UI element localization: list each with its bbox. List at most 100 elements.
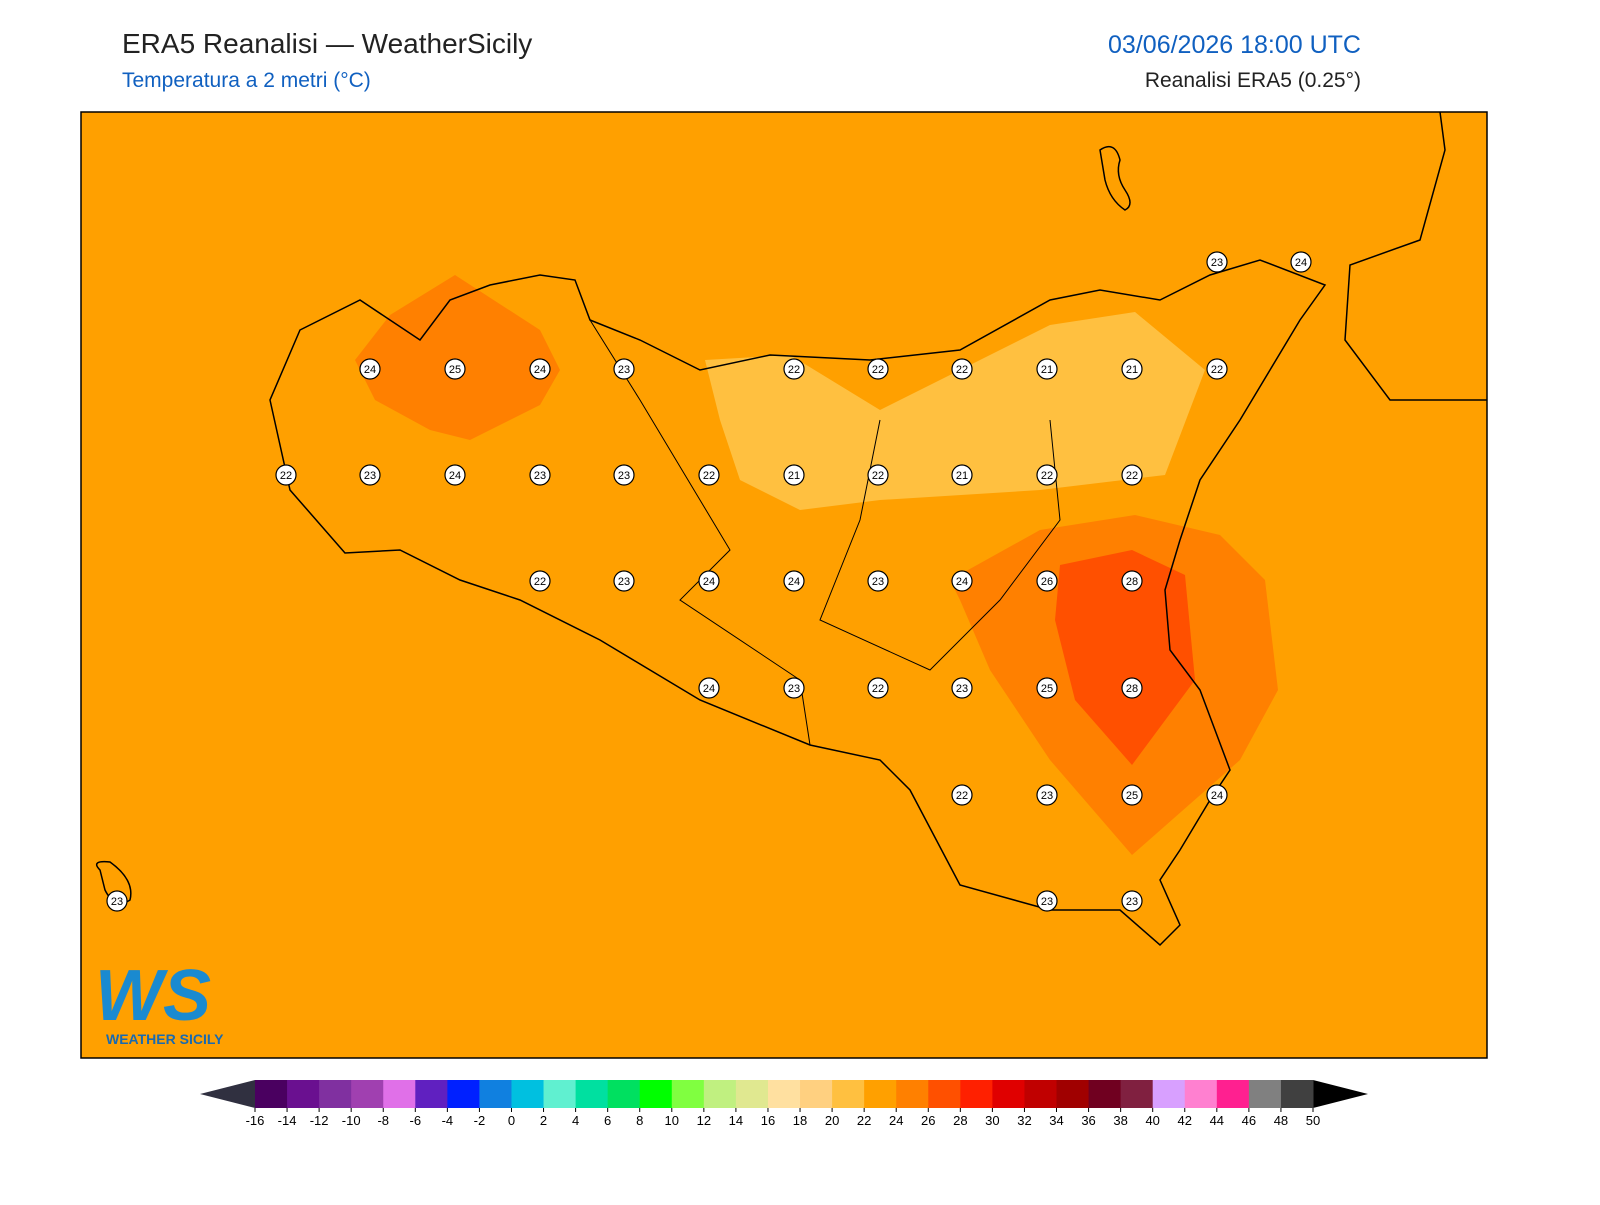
station-marker [1036, 677, 1058, 699]
colorbar-bin [575, 1080, 609, 1108]
station-value: 22 [788, 364, 800, 376]
station-marker [867, 677, 889, 699]
colorbar-tick-label: -10 [342, 1113, 361, 1128]
colorbar-tick-label: -14 [278, 1113, 297, 1128]
source: Reanalisi ERA5 (0.25°) [1145, 69, 1361, 92]
colorbar-bin [383, 1080, 416, 1108]
colorbar-tick-label: -2 [474, 1113, 486, 1128]
station-value: 23 [872, 576, 884, 588]
station-value: 23 [956, 683, 968, 695]
colorbar-tick-label: 24 [889, 1113, 903, 1128]
station-marker [359, 358, 381, 380]
station-value: 23 [534, 470, 546, 482]
station-marker [867, 570, 889, 592]
station-labels: 23 24 24 25 24 23 22 22 22 21 21 22 22 23 24 23 23 22 21 22… [106, 251, 1312, 912]
colorbar-bin [1152, 1080, 1186, 1108]
coastline [269, 259, 1327, 947]
station-value: 25 [449, 364, 461, 376]
colorbar-tick-label: 4 [572, 1113, 579, 1128]
colorbar-bin [1056, 1080, 1090, 1108]
station-value: 22 [872, 364, 884, 376]
colorbar-tick-label: -4 [442, 1113, 454, 1128]
station-value: 22 [280, 470, 292, 482]
colorbar-bin [896, 1080, 929, 1108]
station-marker [698, 677, 720, 699]
station-marker [613, 464, 635, 486]
colorbar-bin [607, 1080, 641, 1108]
colorbar-tick-label: 32 [1017, 1113, 1031, 1128]
colorbar-tick-label: -8 [377, 1113, 389, 1128]
colorbar-tick-label: 16 [761, 1113, 775, 1128]
station-marker [1206, 358, 1228, 380]
station-marker [613, 570, 635, 592]
station-value: 28 [1126, 683, 1138, 695]
colorbar-tick-label: 12 [697, 1113, 711, 1128]
map-frame [80, 111, 1488, 1059]
colorbar-bin [960, 1080, 993, 1108]
station-value: 23 [1126, 896, 1138, 908]
station-marker [1121, 464, 1143, 486]
island [1099, 145, 1131, 211]
colorbar-tick-label: 34 [1049, 1113, 1063, 1128]
colorbar-bin [767, 1080, 801, 1108]
station-value: 23 [364, 470, 376, 482]
colorbar-tick-label: 38 [1113, 1113, 1127, 1128]
station-marker [951, 464, 973, 486]
colorbar-bin [543, 1080, 577, 1108]
colorbar-tick-label: 42 [1178, 1113, 1192, 1128]
colorbar-tick-label: 26 [921, 1113, 935, 1128]
station-marker [613, 358, 635, 380]
station-marker [867, 358, 889, 380]
station-value: 22 [956, 790, 968, 802]
colorbar-bin [671, 1080, 705, 1108]
station-value: 24 [703, 683, 715, 695]
station-value: 22 [1126, 470, 1138, 482]
colorbar-bin [800, 1080, 833, 1108]
station-marker [275, 464, 297, 486]
colorbar-tick-label: 48 [1274, 1113, 1288, 1128]
station-value: 26 [1041, 576, 1053, 588]
station-marker [1121, 358, 1143, 380]
colorbar-tick-label: 28 [953, 1113, 967, 1128]
station-value: 22 [703, 470, 715, 482]
station-value: 24 [449, 470, 461, 482]
province-border [819, 419, 1061, 671]
station-marker [951, 570, 973, 592]
station-marker [1121, 570, 1143, 592]
station-marker [867, 464, 889, 486]
station-value: 23 [1211, 257, 1223, 269]
station-value: 23 [618, 576, 630, 588]
station-value: 22 [872, 470, 884, 482]
colorbar-bin [415, 1080, 448, 1108]
colorbar-bin [511, 1080, 545, 1108]
station-marker [783, 677, 805, 699]
colorbar-bin [1248, 1080, 1282, 1108]
colorbar-over [1313, 1080, 1368, 1108]
station-marker [529, 570, 551, 592]
colorbar-bin [639, 1080, 673, 1108]
logo-name: WEATHER SICILY [106, 1031, 224, 1047]
colorbar-bin [703, 1080, 737, 1108]
temp-area [1055, 550, 1195, 765]
colorbar-bin [1216, 1080, 1250, 1108]
station-marker [783, 570, 805, 592]
station-marker [1036, 464, 1058, 486]
colorbar-bin [479, 1080, 512, 1108]
subtitle: Temperatura a 2 metri (°C) [122, 69, 371, 92]
station-value: 24 [788, 576, 800, 588]
colorbar-tick-label: 40 [1145, 1113, 1159, 1128]
colorbar-tick-label: 44 [1210, 1113, 1224, 1128]
station-value: 23 [1041, 790, 1053, 802]
station-marker [444, 358, 466, 380]
colorbar-tick-label: -6 [410, 1113, 422, 1128]
station-marker [106, 890, 128, 912]
station-value: 22 [1041, 470, 1053, 482]
colorbar: -16 -14 -12 -10 -8 -6 -4 -2 0 2 4 6 8 10 12 14 16 18 20 22 2… [200, 1080, 1368, 1128]
station-value: 21 [788, 470, 800, 482]
station-marker [444, 464, 466, 486]
colorbar-bin [735, 1080, 769, 1108]
station-marker [1036, 890, 1058, 912]
station-marker [698, 570, 720, 592]
